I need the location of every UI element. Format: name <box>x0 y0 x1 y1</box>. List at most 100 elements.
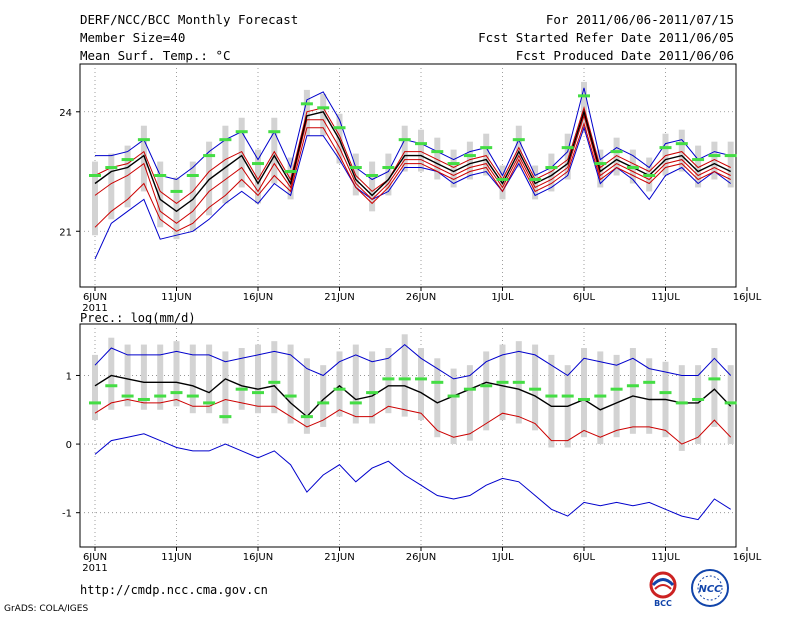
precipitation-spread-box <box>483 351 490 431</box>
temperature-spread-box <box>548 153 555 192</box>
precipitation-spread-box <box>385 348 392 414</box>
temperature-x-tick-label: 26JUN <box>406 292 436 303</box>
temperature-x-tick-label: 16JUN <box>243 292 273 303</box>
precipitation-spread-box <box>711 348 718 427</box>
precipitation-x-tick-label: 21JUN <box>324 552 354 563</box>
ncc-logo-icon: NCC <box>691 569 729 607</box>
temperature-x-tick-label: 1JUL <box>491 292 514 303</box>
precipitation-spread-box <box>255 344 261 414</box>
precipitation-year-label: 2011 <box>82 563 107 574</box>
precipitation-spread-low-line <box>94 398 732 445</box>
precipitation-x-tick-label: 16JUN <box>243 552 273 563</box>
precipitation-spread-box <box>271 341 278 414</box>
temperature-spread-low-line <box>94 122 731 232</box>
precipitation-spread-box <box>238 348 245 410</box>
precipitation-spread-box <box>157 344 164 410</box>
precipitation-x-tick-label: 26JUN <box>406 552 436 563</box>
temperature-x-tick-label: 11JUL <box>651 292 680 303</box>
temperature-spread-box <box>711 141 718 180</box>
precipitation-spread-box <box>727 365 734 445</box>
temperature-spread-box <box>140 125 147 192</box>
precipitation-spread-box <box>613 354 620 438</box>
precipitation-spread-box <box>303 358 310 434</box>
temperature-spread-box <box>157 161 164 228</box>
temperature-spread-box <box>466 141 473 180</box>
grads-credit: GrADS: COLA/IGES <box>4 604 89 614</box>
precipitation-spread-box <box>369 351 376 424</box>
temperature-max-line <box>95 87 731 181</box>
ncc-logo-text: NCC <box>698 584 722 595</box>
temperature-spread-box <box>92 161 98 236</box>
precipitation-x-tick-label: 11JUN <box>161 552 191 563</box>
temperature-year-label: 2011 <box>82 303 107 314</box>
temperature-spread-box <box>189 161 196 232</box>
temperature-spread-box <box>450 149 457 188</box>
precipitation-x-tick-label: 1JUL <box>491 552 514 563</box>
forecast-range-label: For 2011/06/06-2011/07/15 <box>545 12 734 27</box>
precipitation-spread-box <box>336 351 343 417</box>
precipitation-spread-box <box>548 354 555 448</box>
precipitation-spread-box <box>597 351 604 445</box>
temperature-x-tick-label: 16JUL <box>733 292 762 303</box>
temperature-spread-box <box>369 161 376 212</box>
temperature-spread-box <box>434 137 441 180</box>
temperature-lower-line <box>94 114 731 224</box>
temperature-panel: 6JUN 11JUN 16JUN 21JUN 26JUN 1JUL 6JUL 11JUL 16J… <box>59 63 762 314</box>
precipitation-spread-box <box>678 365 685 451</box>
precipitation-spread-box <box>173 341 180 407</box>
variable-label: Mean Surf. Temp.: °C <box>80 48 231 63</box>
precipitation-spread-box <box>206 344 213 414</box>
precipitation-spread-box <box>629 348 636 434</box>
temperature-spread-box <box>238 117 245 188</box>
temperature-spread-box <box>255 149 261 204</box>
chart-title: DERF/NCC/BCC Monthly Forecast <box>80 12 299 27</box>
precipitation-min-line <box>94 433 731 521</box>
precipitation-spread-box <box>646 358 653 434</box>
precipitation-x-tick-label: 11JUL <box>651 552 680 563</box>
temperature-spread-box <box>613 137 620 176</box>
precipitation-spread-box <box>108 337 115 410</box>
temperature-spread-box <box>320 93 327 136</box>
precipitation-max-line <box>94 343 732 380</box>
precipitation-mean-line <box>94 374 732 418</box>
precipitation-spread-box <box>140 344 147 410</box>
precipitation-x-tick-label: 6JUL <box>573 552 596 563</box>
temperature-frame <box>79 63 737 288</box>
produced-date-label: Fcst Produced Date 2011/06/06 <box>515 48 734 63</box>
precipitation-panel: Prec.: log(mm/d) 6JUN 11JUN 16JUN 21JUN 26JUN… <box>62 311 762 574</box>
temperature-spread-box <box>483 133 490 176</box>
precipitation-spread-box <box>695 365 702 445</box>
temperature-spread-box <box>401 125 408 172</box>
precipitation-frame <box>79 323 737 548</box>
temperature-upper-line <box>94 106 731 205</box>
temperature-spread-box <box>108 153 115 220</box>
temperature-spread-box <box>662 133 669 176</box>
precipitation-spread-box <box>450 368 457 445</box>
precipitation-title: Prec.: log(mm/d) <box>80 311 196 325</box>
refer-date-label: Fcst Started Refer Date 2011/06/05 <box>478 30 734 45</box>
temperature-spread-box <box>173 177 180 240</box>
precipitation-spread-box <box>418 348 424 421</box>
precipitation-y-tick-label: 0 <box>66 440 72 451</box>
temperature-spread-box <box>678 129 685 172</box>
precipitation-spread-box <box>401 334 408 417</box>
temperature-y-tick-label: 21 <box>59 227 72 238</box>
precipitation-spread-box <box>434 358 441 438</box>
precipitation-x-tick-label: 6JUN <box>83 552 107 563</box>
precipitation-y-tick-label: 1 <box>66 371 72 382</box>
precipitation-spread-box <box>92 354 98 421</box>
temperature-x-tick-label: 6JUN <box>83 292 107 303</box>
temperature-spread-box <box>385 153 392 196</box>
precipitation-x-tick-label: 16JUL <box>733 552 762 563</box>
temperature-spread-box <box>597 149 604 188</box>
temperature-spread-box <box>206 141 213 216</box>
temperature-mean-line <box>94 109 732 213</box>
precipitation-spread-box <box>124 344 131 407</box>
bcc-logo-text: BCC <box>654 599 672 608</box>
temperature-x-tick-label: 21JUN <box>324 292 354 303</box>
temperature-spread-box <box>418 129 424 172</box>
precipitation-spread-box <box>352 344 359 424</box>
precipitation-spread-box <box>189 344 196 414</box>
source-url[interactable]: http://cmdp.ncc.cma.gov.cn <box>80 583 268 597</box>
